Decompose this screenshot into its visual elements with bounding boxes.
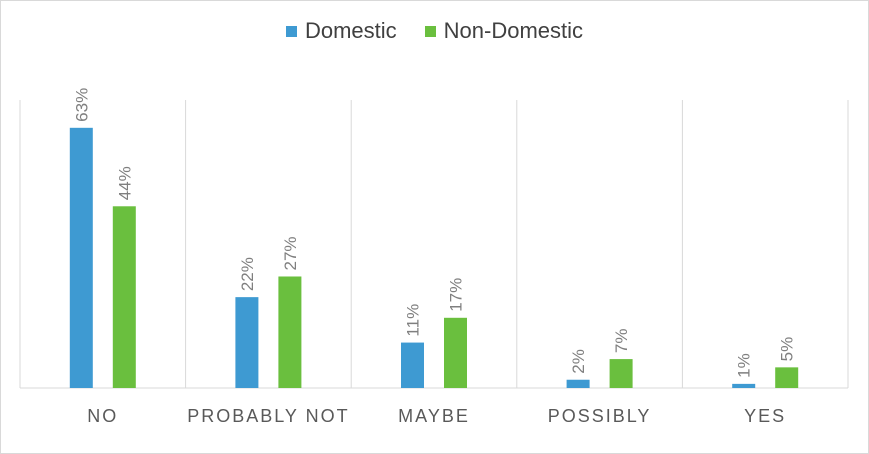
x-tick-label: PROBABLY NOT [187, 406, 349, 426]
bar-non-domestic-maybe [444, 317, 467, 388]
data-label: 44% [115, 166, 134, 200]
legend-item-domestic: Domestic [285, 18, 397, 44]
data-label: 27% [281, 236, 300, 270]
bar-non-domestic-possibly [609, 359, 633, 388]
data-label: 7% [612, 329, 631, 354]
legend-swatch-non-domestic [424, 25, 436, 37]
x-tick-label: POSSIBLY [548, 406, 652, 426]
legend-swatch-domestic [285, 25, 297, 37]
x-tick-label: NO [87, 406, 118, 426]
data-label: 17% [447, 278, 466, 312]
bar-domestic-probably-not [235, 297, 259, 388]
bar-non-domestic-probably-not [278, 276, 302, 388]
bar-domestic-maybe [401, 342, 424, 388]
bar-domestic-no [69, 127, 93, 388]
legend-label-domestic: Domestic [304, 18, 397, 43]
data-label: 63% [72, 88, 91, 122]
bar-non-domestic-yes [775, 367, 799, 388]
x-tick-label: MAYBE [398, 406, 470, 426]
data-label: 11% [404, 304, 423, 337]
data-label: 2% [569, 349, 588, 374]
legend-item-non-domestic: Non-Domestic [424, 18, 584, 44]
legend-label-non-domestic: Non-Domestic [443, 18, 584, 43]
bar-domestic-possibly [566, 379, 590, 388]
bar-non-domestic-no [112, 206, 136, 388]
x-tick-label: YES [744, 406, 786, 426]
data-label: 1% [735, 353, 754, 378]
data-label: 22% [238, 257, 257, 291]
data-label: 5% [778, 337, 797, 362]
bar-domestic-yes [732, 383, 756, 388]
chart-legend: Domestic Non-Domestic [0, 18, 869, 44]
